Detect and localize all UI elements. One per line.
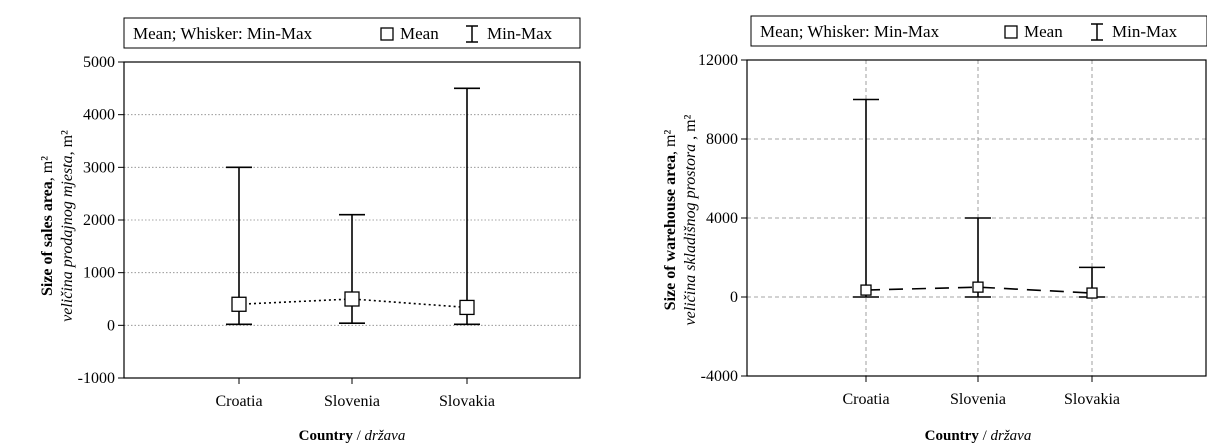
x-tick-label: Croatia	[215, 393, 262, 410]
y-sublabel-italic: veličina skladišnog prostora	[682, 144, 699, 326]
x-axis-ticks: Croatia Slovenia Slovakia	[215, 378, 495, 410]
x-axis-label: Country / država	[925, 428, 1032, 444]
x-tick-label: Slovakia	[439, 393, 495, 410]
y-sublabel-italic: veličina prodajnog mjesta	[59, 155, 76, 322]
legend-mean-label: Mean	[400, 24, 439, 43]
mean-marker	[344, 291, 360, 307]
mean-marker-icon	[1004, 25, 1018, 39]
y-tick-label: 3000	[83, 159, 115, 176]
y-tick-label: 4000	[83, 107, 115, 124]
x-label-italic: država	[991, 428, 1032, 444]
chart-warehouse-area: Mean; Whisker: Min-Max Mean Min-Max 1200…	[662, 15, 1207, 444]
y-tick-label: 0	[107, 317, 115, 334]
legend-title: Mean; Whisker: Min-Max	[133, 24, 313, 43]
mean-marker	[1086, 287, 1098, 299]
y-tick-label: -4000	[701, 368, 738, 385]
y-axis-sublabel: veličina skladišnog prostora , m²	[682, 114, 699, 325]
plot-marks	[226, 87, 480, 326]
y-tick-label: 8000	[706, 131, 738, 148]
y-label-unit: , m²	[662, 129, 679, 154]
x-tick-label: Slovenia	[324, 393, 380, 410]
y-tick-label: 2000	[83, 212, 115, 229]
y-sublabel-unit: , m²	[682, 114, 699, 143]
mean-line	[865, 286, 1093, 294]
legend-mean-label: Mean	[1024, 22, 1063, 41]
y-axis-label: Size of warehouse area, m²	[662, 129, 679, 310]
legend-warehouse: Mean; Whisker: Min-Max Mean Min-Max	[750, 15, 1207, 47]
y-label-bold: Size of sales area	[39, 181, 56, 296]
x-label-italic: država	[365, 428, 406, 444]
legend-minmax-label: Min-Max	[487, 24, 553, 43]
x-tick-label: Slovenia	[950, 391, 1006, 408]
y-tick-label: 4000	[706, 210, 738, 227]
x-label-sep: /	[979, 428, 991, 444]
x-label-sep: /	[353, 428, 365, 444]
y-label-bold: Size of warehouse area	[662, 155, 679, 310]
x-axis-ticks: Croatia Slovenia Slovakia	[842, 376, 1120, 408]
y-axis-ticks: 5000 4000 3000 2000 1000 0 -1000	[78, 54, 124, 387]
legend-box	[750, 15, 1207, 47]
y-axis-ticks: 12000 8000 4000 0 -4000	[698, 52, 747, 385]
mean-marker	[972, 281, 984, 293]
x-tick-label: Slovakia	[1064, 391, 1120, 408]
y-axis-label: Size of sales area, m²	[39, 156, 56, 296]
chart-sales-area: Mean; Whisker: Min-Max Mean Min-Max 5000…	[39, 17, 581, 444]
y-sublabel-unit: , m²	[59, 130, 76, 155]
mean-marker	[231, 296, 247, 312]
plot-marks	[853, 98, 1105, 299]
legend-box	[123, 17, 581, 49]
x-label-bold: Country	[925, 428, 980, 444]
y-tick-label: 12000	[698, 52, 738, 69]
legend-title: Mean; Whisker: Min-Max	[760, 22, 940, 41]
y-tick-label: 5000	[83, 54, 115, 71]
legend-minmax-label: Min-Max	[1112, 22, 1178, 41]
x-label-bold: Country	[299, 428, 354, 444]
y-tick-label: 0	[730, 289, 738, 306]
mean-marker	[459, 299, 475, 316]
y-tick-label: 1000	[83, 265, 115, 282]
y-label-unit: , m²	[39, 156, 56, 181]
whisker-icon	[1091, 23, 1103, 41]
x-axis-label: Country / država	[299, 428, 406, 444]
y-axis-sublabel: veličina prodajnog mjesta, m²	[59, 130, 76, 322]
y-tick-label: -1000	[78, 370, 115, 387]
legend-sales: Mean; Whisker: Min-Max Mean Min-Max	[123, 17, 581, 49]
whisker-icon	[466, 25, 478, 43]
x-tick-label: Croatia	[842, 391, 889, 408]
mean-marker	[860, 284, 872, 296]
mean-marker-icon	[380, 27, 394, 41]
